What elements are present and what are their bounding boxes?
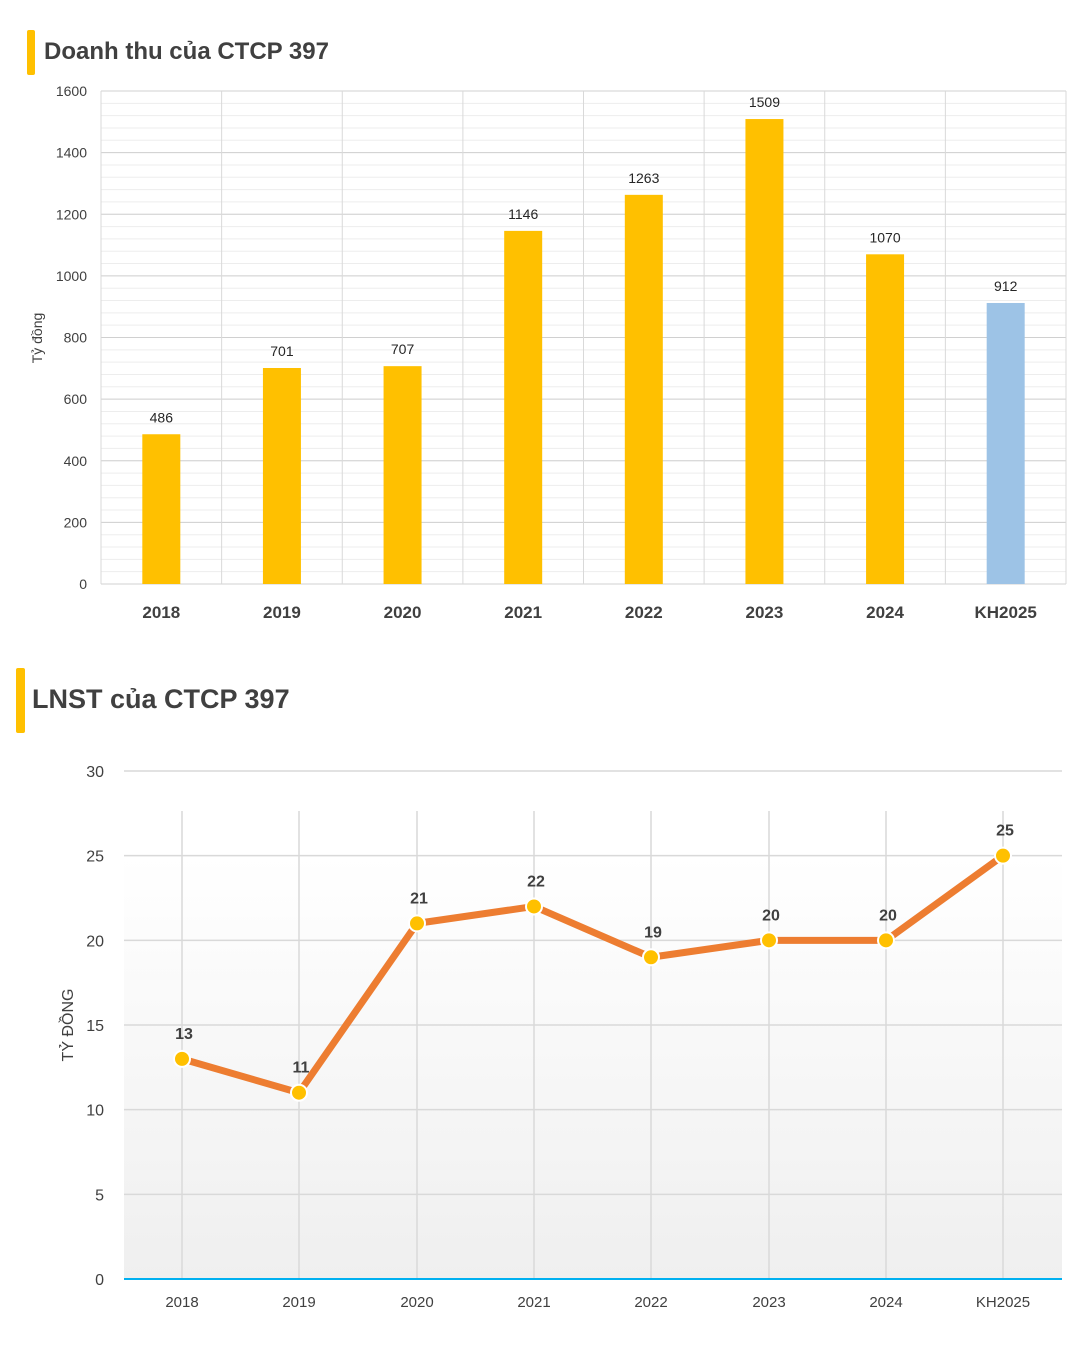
- marker-KH2025: [994, 846, 1012, 865]
- x-tick-label: 2023: [752, 1294, 785, 1311]
- data-label-2022: 1263: [628, 170, 659, 186]
- x-tick-label: 2022: [634, 1294, 667, 1311]
- data-label-KH2025: 912: [994, 278, 1018, 294]
- revenue-bar-chart: 0 200 400 600 800 1000 1200 1400 1600 486 2018 701 2…: [29, 83, 1067, 622]
- x-tick-label: 2019: [282, 1294, 315, 1311]
- profit-title-accent: [16, 668, 25, 733]
- data-label-2023: 1509: [749, 94, 780, 110]
- y-tick-label: 1000: [56, 268, 87, 284]
- y-tick-label: 15: [86, 1018, 104, 1035]
- data-label-2024: 1070: [869, 229, 900, 245]
- data-label-2021: 22: [527, 873, 545, 890]
- bar-2019: [262, 368, 301, 584]
- revenue-title-accent: [27, 30, 35, 75]
- data-label-2018: 486: [150, 409, 174, 425]
- data-label-KH2025: 25: [996, 823, 1014, 840]
- y-axis-label: TỶ ĐỒNG: [58, 989, 77, 1062]
- x-tick-label: 2022: [625, 603, 663, 622]
- x-tick-label: KH2025: [975, 603, 1037, 622]
- marker-2018: [173, 1049, 191, 1068]
- bar-2024: [866, 254, 905, 584]
- revenue-chart-title: Doanh thu của CTCP 397: [44, 38, 329, 65]
- marker-2024: [877, 931, 895, 950]
- data-label-2023: 20: [762, 907, 780, 924]
- data-label-2018: 13: [175, 1026, 193, 1043]
- y-tick-label: 1400: [56, 145, 87, 161]
- y-tick-label: 1200: [56, 206, 87, 222]
- profit-chart-title: LNST của CTCP 397: [32, 684, 290, 714]
- bar-2021: [504, 230, 543, 585]
- bar-2020: [383, 366, 422, 584]
- y-tick-label: 30: [86, 764, 104, 781]
- marker-2021: [525, 897, 543, 916]
- plot-area-background: [124, 855, 1062, 1279]
- marker-2023: [760, 931, 778, 950]
- marker-2020: [408, 914, 426, 933]
- x-tick-label: 2021: [517, 1294, 550, 1311]
- x-tick-label: 2019: [263, 603, 301, 622]
- bar-2023: [745, 119, 784, 585]
- y-tick-label: 400: [64, 453, 88, 469]
- y-tick-label: 200: [64, 514, 88, 530]
- x-tick-label: 2024: [866, 603, 904, 622]
- x-tick-label: 2024: [869, 1294, 902, 1311]
- data-label-2019: 701: [270, 343, 294, 359]
- x-tick-label: 2018: [142, 603, 180, 622]
- y-tick-label: 10: [86, 1103, 104, 1120]
- data-label-2022: 19: [644, 924, 662, 941]
- bar-KH2025: [986, 302, 1025, 584]
- y-tick-label: 5: [95, 1187, 104, 1204]
- marker-2022: [642, 948, 660, 967]
- data-label-2021: 1146: [508, 206, 538, 222]
- data-label-2024: 20: [879, 907, 897, 924]
- data-label-2019: 11: [293, 1060, 310, 1077]
- y-axis-label: Tỷ đồng: [29, 313, 45, 364]
- y-tick-label: 25: [86, 849, 104, 866]
- x-tick-label: KH2025: [976, 1294, 1030, 1311]
- y-tick-label: 0: [79, 576, 87, 592]
- y-tick-label: 600: [64, 391, 88, 407]
- data-label-2020: 707: [391, 341, 415, 357]
- x-tick-label: 2023: [746, 603, 784, 622]
- x-tick-label: 2020: [400, 1294, 433, 1311]
- x-tick-label: 2021: [504, 603, 542, 622]
- y-tick-label: 800: [64, 330, 88, 346]
- marker-2019: [290, 1083, 308, 1102]
- x-tick-label: 2018: [165, 1294, 198, 1311]
- bar-2018: [142, 434, 181, 584]
- y-tick-label: 0: [95, 1272, 104, 1289]
- bar-2022: [624, 194, 663, 584]
- y-tick-label: 1600: [56, 83, 87, 99]
- x-tick-label: 2020: [384, 603, 422, 622]
- data-label-2020: 21: [410, 890, 428, 907]
- profit-series-line: [178, 852, 1007, 1097]
- y-tick-label: 20: [86, 933, 104, 950]
